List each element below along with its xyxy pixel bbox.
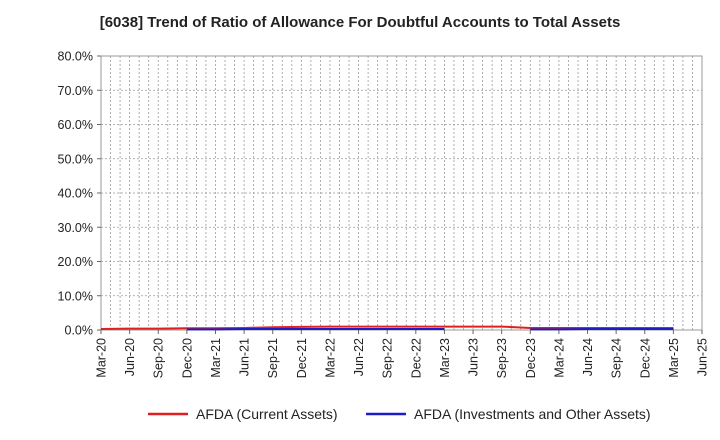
series-layer: [100, 325, 674, 331]
axis-layer: 0.0% 10.0% 20.0% 30.0% 40.0% 50.0% 60.0% 70.0% 8…: [58, 50, 710, 379]
x-tick-label: Sep-23: [495, 338, 509, 378]
x-tick-label: Mar-24: [552, 338, 566, 378]
x-tick-label: Dec-23: [524, 338, 538, 378]
x-tick-label: Jun-22: [352, 338, 366, 376]
x-tick-label: Mar-22: [323, 338, 337, 378]
y-tick-label: 20.0%: [58, 255, 93, 269]
x-tick-label: Jun-25: [696, 338, 710, 376]
x-tick-label: Jun-24: [581, 338, 595, 376]
y-tick-label: 80.0%: [58, 50, 93, 64]
y-tick-label: 0.0%: [65, 324, 94, 338]
x-tick-label: Mar-20: [95, 338, 109, 378]
x-tick-label: Mar-23: [438, 338, 452, 378]
legend-label-1: AFDA (Current Assets): [196, 406, 338, 422]
y-tick-label: 40.0%: [58, 187, 93, 201]
x-tick-label: Jun-20: [123, 338, 137, 376]
x-tick-label: Jun-23: [467, 338, 481, 376]
y-tick-label: 30.0%: [58, 221, 93, 235]
grid-layer: [101, 56, 702, 330]
x-tick-label: Dec-20: [180, 338, 194, 378]
series-line-1: [100, 325, 674, 330]
x-tick-label: Mar-21: [209, 338, 223, 378]
y-tick-label: 10.0%: [58, 289, 93, 303]
x-tick-label: Sep-20: [152, 338, 166, 378]
y-tick-label: 70.0%: [58, 84, 93, 98]
x-tick-label: Jun-21: [238, 338, 252, 376]
x-tick-label: Sep-21: [266, 338, 280, 378]
x-tick-label: Dec-22: [409, 338, 423, 378]
legend: AFDA (Current Assets) AFDA (Investments a…: [148, 406, 651, 422]
legend-label-2: AFDA (Investments and Other Assets): [414, 406, 651, 422]
x-tick-label: Dec-21: [295, 338, 309, 378]
x-tick-label: Dec-24: [638, 338, 652, 378]
chart-title: [6038] Trend of Ratio of Allowance For D…: [99, 14, 621, 31]
y-tick-label: 50.0%: [58, 152, 93, 166]
x-tick-label: Sep-22: [381, 338, 395, 378]
x-tick-label: Mar-25: [667, 338, 681, 378]
x-tick-label: Sep-24: [610, 338, 624, 378]
y-tick-label: 60.0%: [58, 118, 93, 132]
